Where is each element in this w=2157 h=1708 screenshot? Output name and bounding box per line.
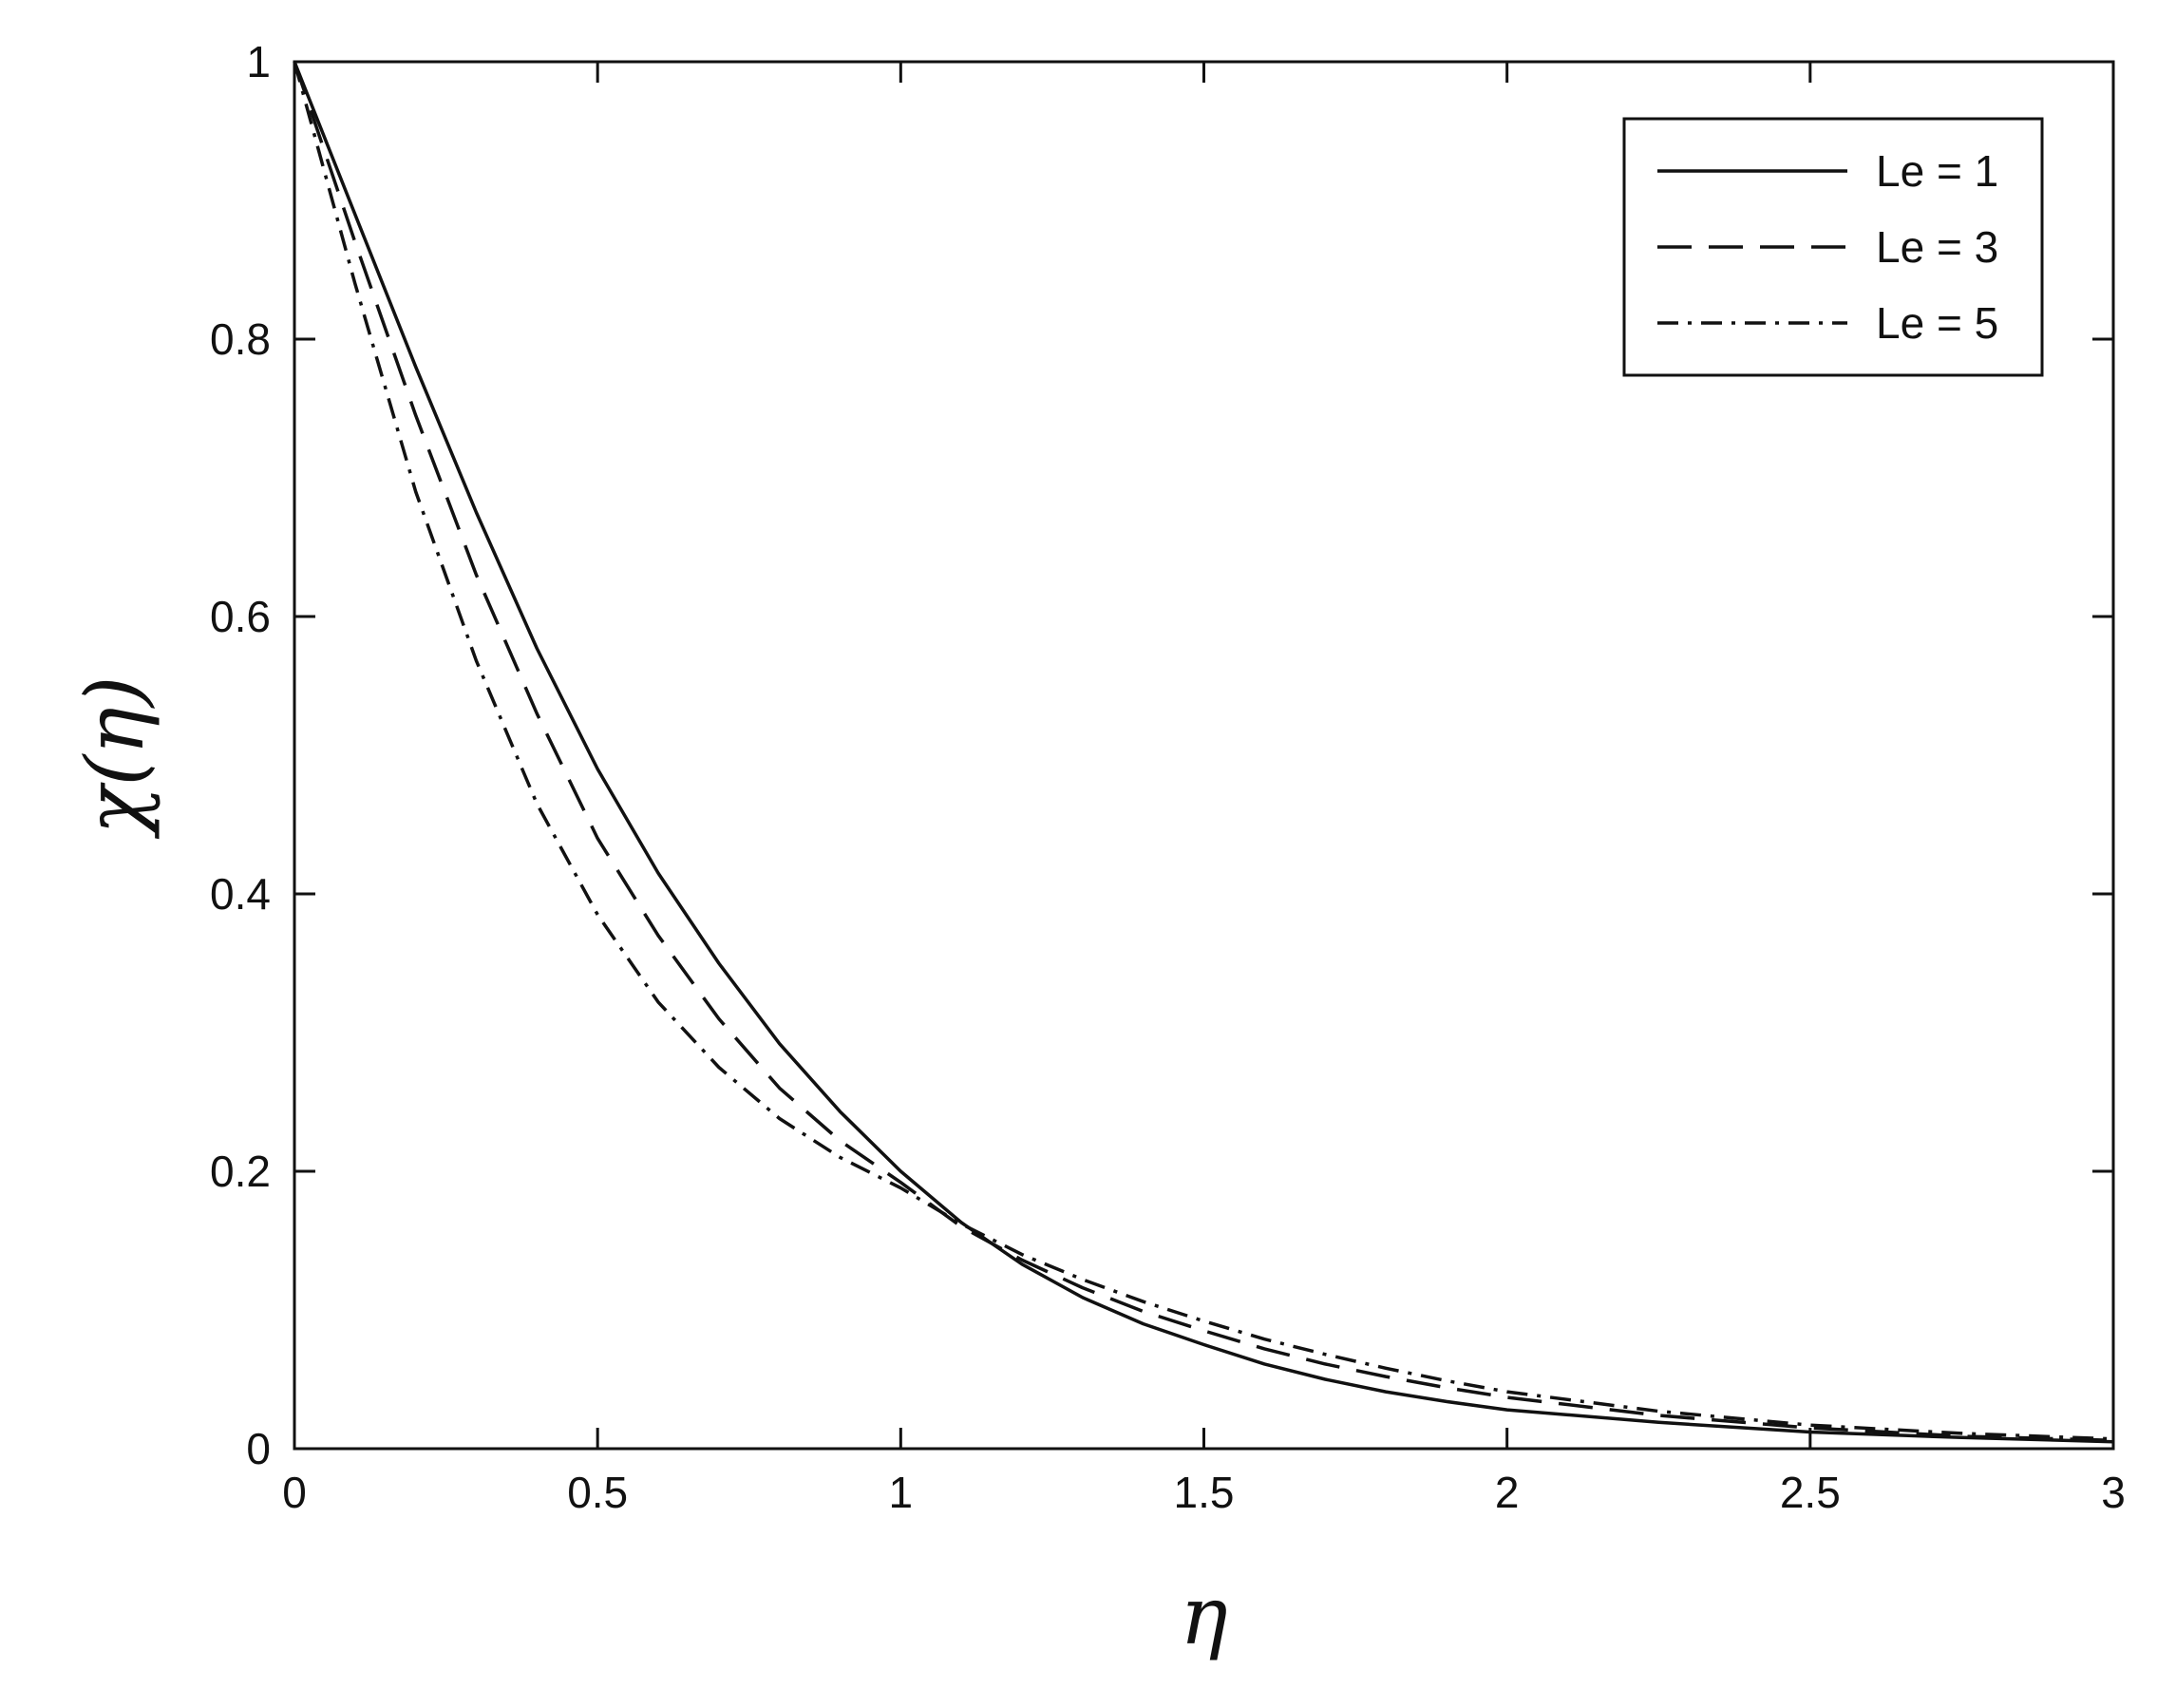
y-tick-label: 0.8 — [210, 314, 271, 364]
x-axis-label: η — [1180, 1569, 1227, 1662]
x-tick-label: 1.5 — [1174, 1468, 1235, 1517]
plot-frame — [293, 60, 2115, 1451]
x-tick-label: 1 — [889, 1468, 914, 1517]
y-axis-label: χ(η) — [68, 676, 161, 840]
y-tick-label: 0.6 — [210, 592, 271, 641]
series-line-3 — [293, 61, 2114, 1441]
series-line-2 — [293, 61, 2114, 1442]
y-tick-label: 1 — [246, 37, 271, 86]
x-tick-label: 3 — [2101, 1468, 2126, 1517]
x-tick-label: 2.5 — [1780, 1468, 1841, 1517]
legend-label-3: Le = 5 — [1876, 298, 1998, 348]
x-tick-label: 2 — [1495, 1468, 1520, 1517]
legend-entries: Le = 1 Le = 3 Le = 5 — [1657, 146, 1998, 348]
x-tick-label: 0 — [282, 1468, 307, 1517]
series-layer — [293, 61, 2114, 1444]
legend-label-1: Le = 1 — [1876, 146, 1998, 196]
series-line-1 — [293, 61, 2114, 1444]
x-tick-label: 0.5 — [567, 1468, 628, 1517]
legend: Le = 1 Le = 3 Le = 5 — [1622, 117, 2044, 377]
y-tick-label: 0.4 — [210, 869, 271, 919]
tick-labels-layer: 0 0.5 1 1.5 2 2.5 3 0 0.2 0.4 0.6 0.8 1 — [210, 37, 2126, 1517]
y-tick-label: 0 — [246, 1424, 271, 1473]
legend-label-2: Le = 3 — [1876, 222, 1998, 272]
y-tick-label: 0.2 — [210, 1147, 271, 1196]
